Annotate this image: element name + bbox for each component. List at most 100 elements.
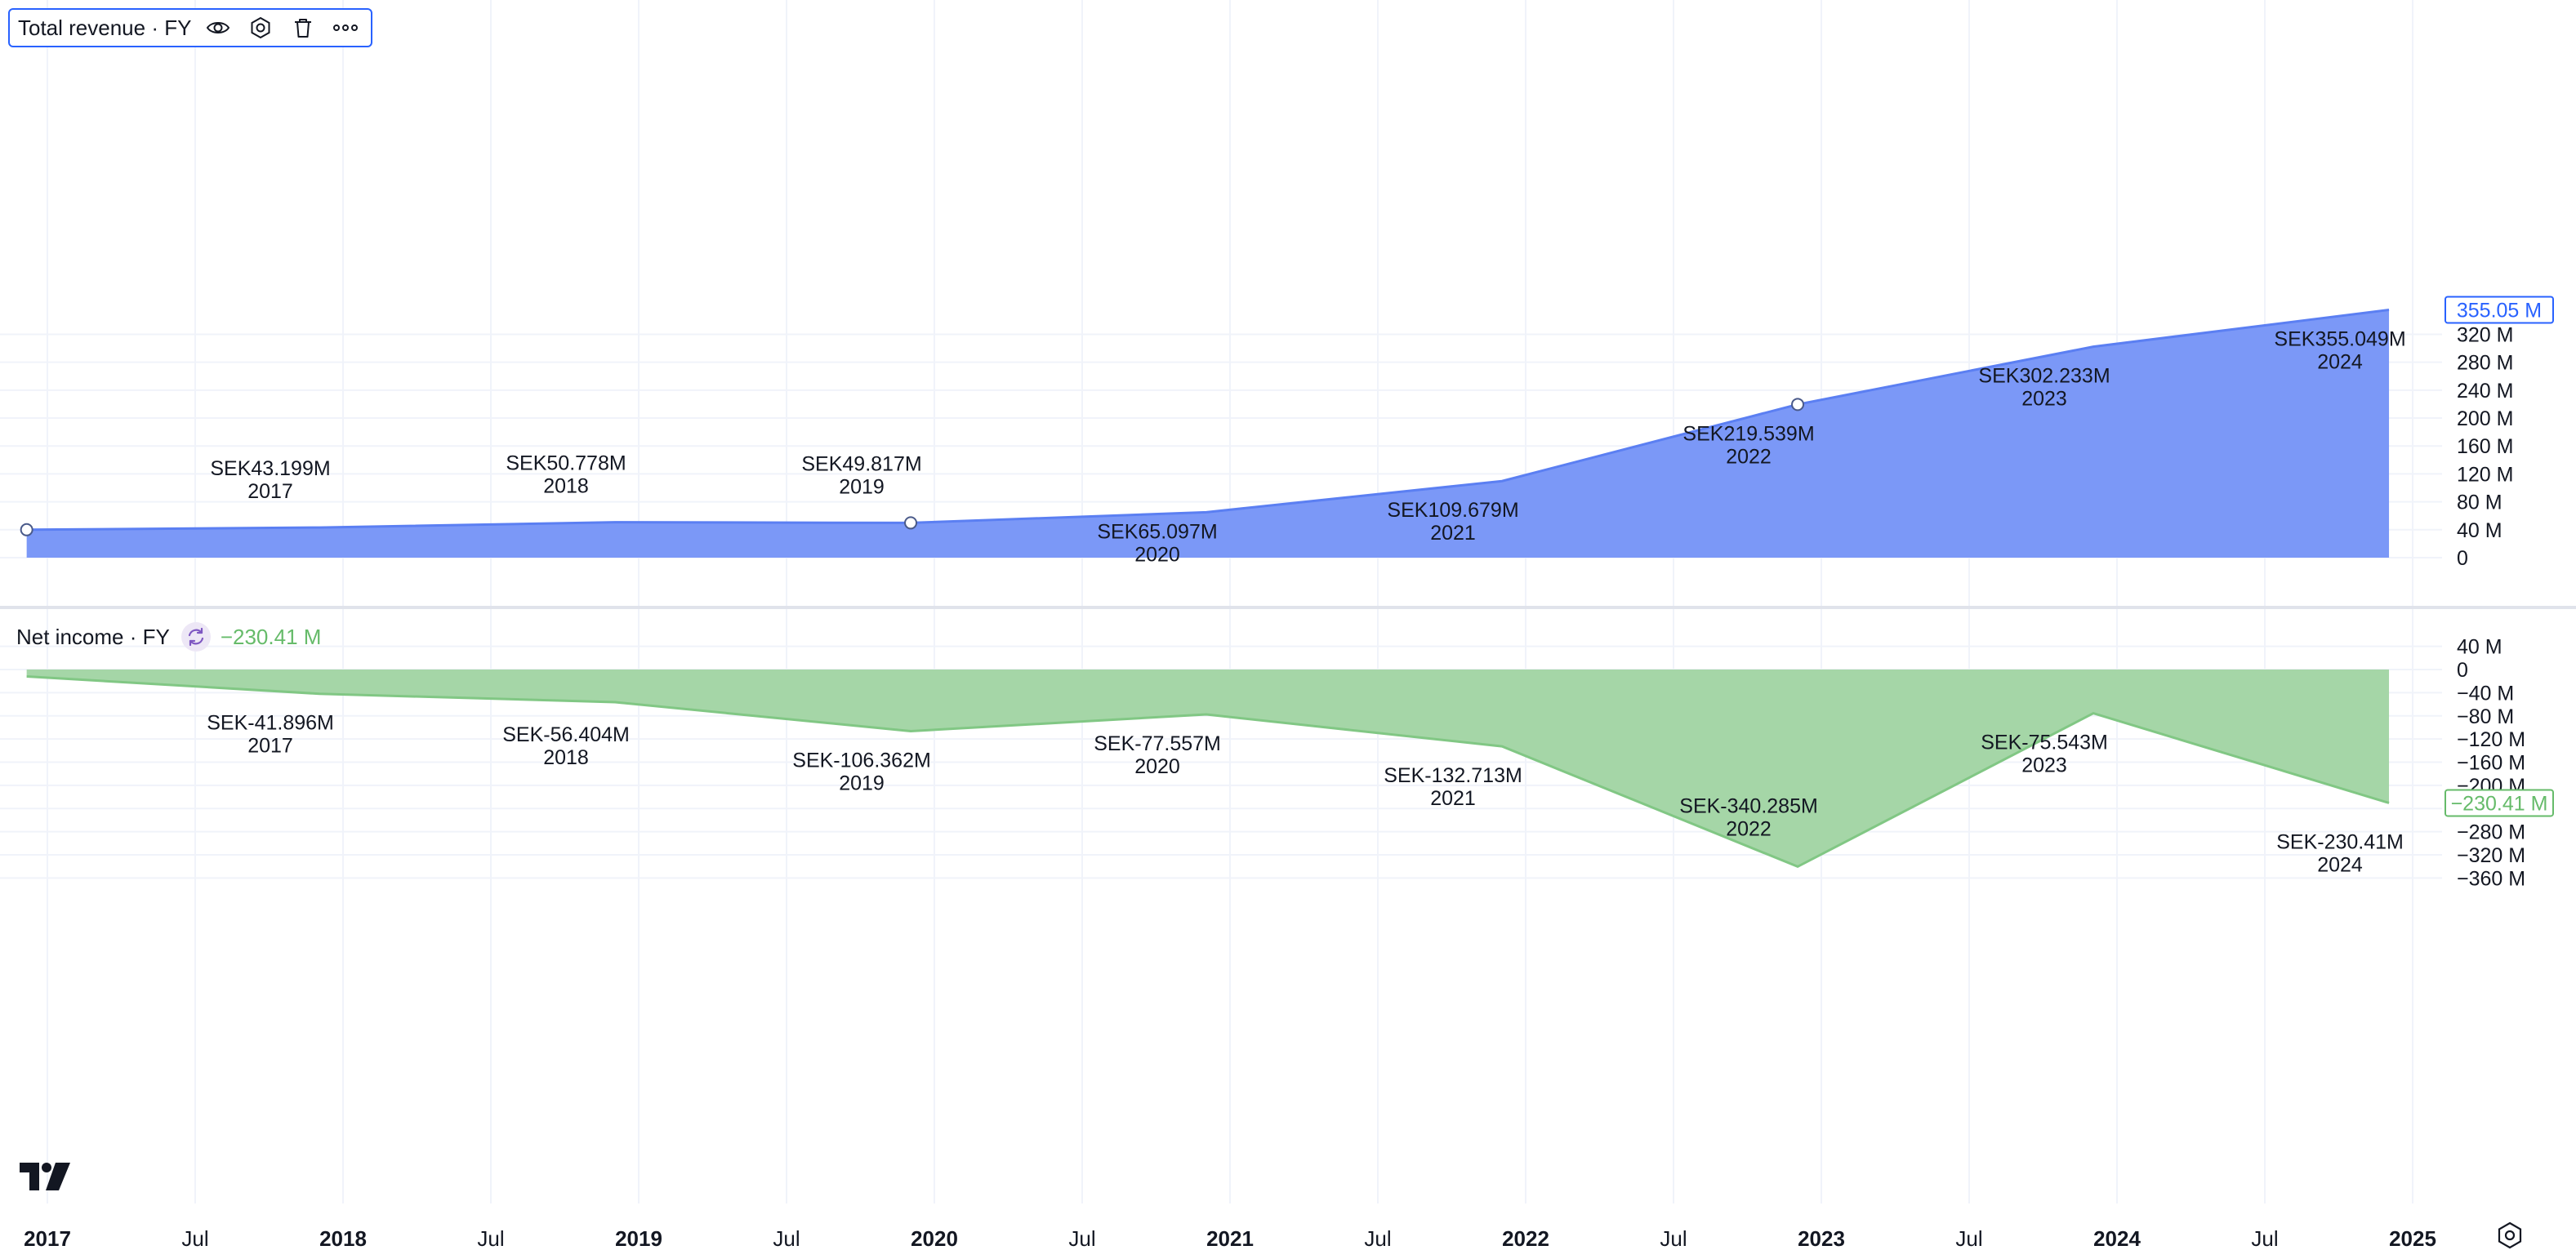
data-label-value: SEK-132.713M — [1384, 764, 1522, 787]
data-label-year: 2021 — [1430, 522, 1476, 545]
data-label-value: SEK-230.41M — [2276, 830, 2404, 853]
x-tick-label: 2025 — [2389, 1226, 2436, 1251]
y-tick-label: 320 M — [2457, 323, 2513, 346]
pane-separator — [0, 606, 2576, 609]
data-label-value: SEK109.679M — [1387, 499, 1518, 522]
net-income-last-value-tag: −230.41 M — [2445, 789, 2554, 817]
eye-icon[interactable] — [203, 12, 234, 43]
y-tick-label: −40 M — [2457, 682, 2514, 705]
tradingview-logo-icon[interactable] — [20, 1163, 70, 1194]
net-income-line — [26, 675, 2390, 869]
x-tick-label: 2022 — [1502, 1226, 1549, 1251]
data-label-year: 2024 — [2317, 853, 2363, 876]
data-label-year: 2018 — [543, 475, 589, 498]
data-label-year: 2019 — [839, 772, 885, 794]
revenue-point-marker — [904, 516, 918, 530]
revenue-legend-title: Total revenue · FY — [18, 15, 192, 40]
x-tick-label: 2020 — [911, 1226, 958, 1251]
x-tick-label: Jul — [1068, 1226, 1095, 1251]
y-tick-label: −120 M — [2457, 728, 2525, 751]
data-label-value: SEK-56.404M — [502, 723, 630, 746]
y-tick-label: −280 M — [2457, 821, 2525, 844]
x-tick-label: Jul — [1955, 1226, 1982, 1251]
settings-icon[interactable] — [245, 12, 276, 43]
y-tick-label: 160 M — [2457, 435, 2513, 458]
net-income-legend[interactable]: Net income · FY −230.41 M — [16, 619, 321, 655]
data-label-year: 2020 — [1134, 755, 1180, 778]
revenue-point-marker — [20, 523, 33, 536]
x-tick-label: Jul — [477, 1226, 504, 1251]
y-tick-label: 40 M — [2457, 636, 2502, 659]
data-label-year: 2020 — [1134, 543, 1180, 566]
x-tick-label: Jul — [2251, 1226, 2278, 1251]
y-tick-label: 0 — [2457, 547, 2468, 570]
y-tick-label: −320 M — [2457, 844, 2525, 867]
net-income-area — [26, 670, 2390, 867]
x-tick-label: Jul — [1364, 1226, 1391, 1251]
data-label-year: 2024 — [2317, 351, 2363, 374]
y-tick-label: 240 M — [2457, 380, 2513, 403]
net-income-legend-value: −230.41 M — [220, 624, 322, 649]
gear-icon[interactable] — [2496, 1221, 2524, 1253]
revenue-last-value-tag: 355.05 M — [2445, 296, 2554, 324]
x-tick-label: 2024 — [2093, 1226, 2141, 1251]
data-label-value: SEK-77.557M — [1094, 732, 1221, 755]
revenue-area — [26, 309, 2390, 558]
data-label-value: SEK50.778M — [506, 452, 626, 475]
data-label-value: SEK219.539M — [1682, 422, 1814, 445]
data-label-year: 2021 — [1430, 787, 1476, 810]
revenue-legend[interactable]: Total revenue · FY — [8, 8, 373, 47]
refresh-icon[interactable] — [180, 622, 211, 652]
x-tick-label: 2021 — [1206, 1226, 1254, 1251]
x-tick-label: 2023 — [1798, 1226, 1845, 1251]
y-tick-label: 0 — [2457, 659, 2468, 682]
data-label-year: 2023 — [2021, 754, 2067, 777]
data-label-value: SEK-75.543M — [1981, 732, 2108, 754]
data-label-value: SEK-340.285M — [1679, 794, 1818, 817]
data-label-year: 2022 — [1726, 817, 1772, 840]
data-label-value: SEK355.049M — [2274, 328, 2405, 351]
y-tick-label: 280 M — [2457, 352, 2513, 375]
data-label-value: SEK43.199M — [210, 457, 330, 480]
data-label-value: SEK302.233M — [1978, 365, 2110, 388]
y-tick-label: 120 M — [2457, 463, 2513, 486]
net-income-legend-title: Net income · FY — [16, 624, 170, 649]
more-icon[interactable] — [330, 12, 361, 43]
x-tick-label: 2018 — [319, 1226, 367, 1251]
trash-icon[interactable] — [287, 12, 319, 43]
data-label-year: 2022 — [1726, 445, 1772, 468]
y-tick-label: −360 M — [2457, 867, 2525, 890]
revenue-point-marker — [1791, 398, 1805, 412]
data-label-year: 2017 — [247, 480, 293, 503]
data-label-year: 2017 — [247, 735, 293, 758]
x-tick-label: Jul — [773, 1226, 800, 1251]
y-tick-label: −80 M — [2457, 705, 2514, 728]
data-label-value: SEK-41.896M — [207, 712, 334, 735]
last-value-text: 355.05 M — [2457, 300, 2542, 323]
x-tick-label: Jul — [181, 1226, 208, 1251]
y-tick-label: −160 M — [2457, 752, 2525, 775]
y-tick-label: 80 M — [2457, 492, 2502, 514]
revenue-line — [26, 309, 2390, 532]
x-tick-label: Jul — [1660, 1226, 1687, 1251]
x-tick-label: 2017 — [24, 1226, 71, 1251]
x-tick-label: 2019 — [615, 1226, 662, 1251]
y-tick-label: 200 M — [2457, 407, 2513, 430]
last-value-text: −230.41 M — [2451, 792, 2548, 815]
y-tick-label: 40 M — [2457, 519, 2502, 542]
